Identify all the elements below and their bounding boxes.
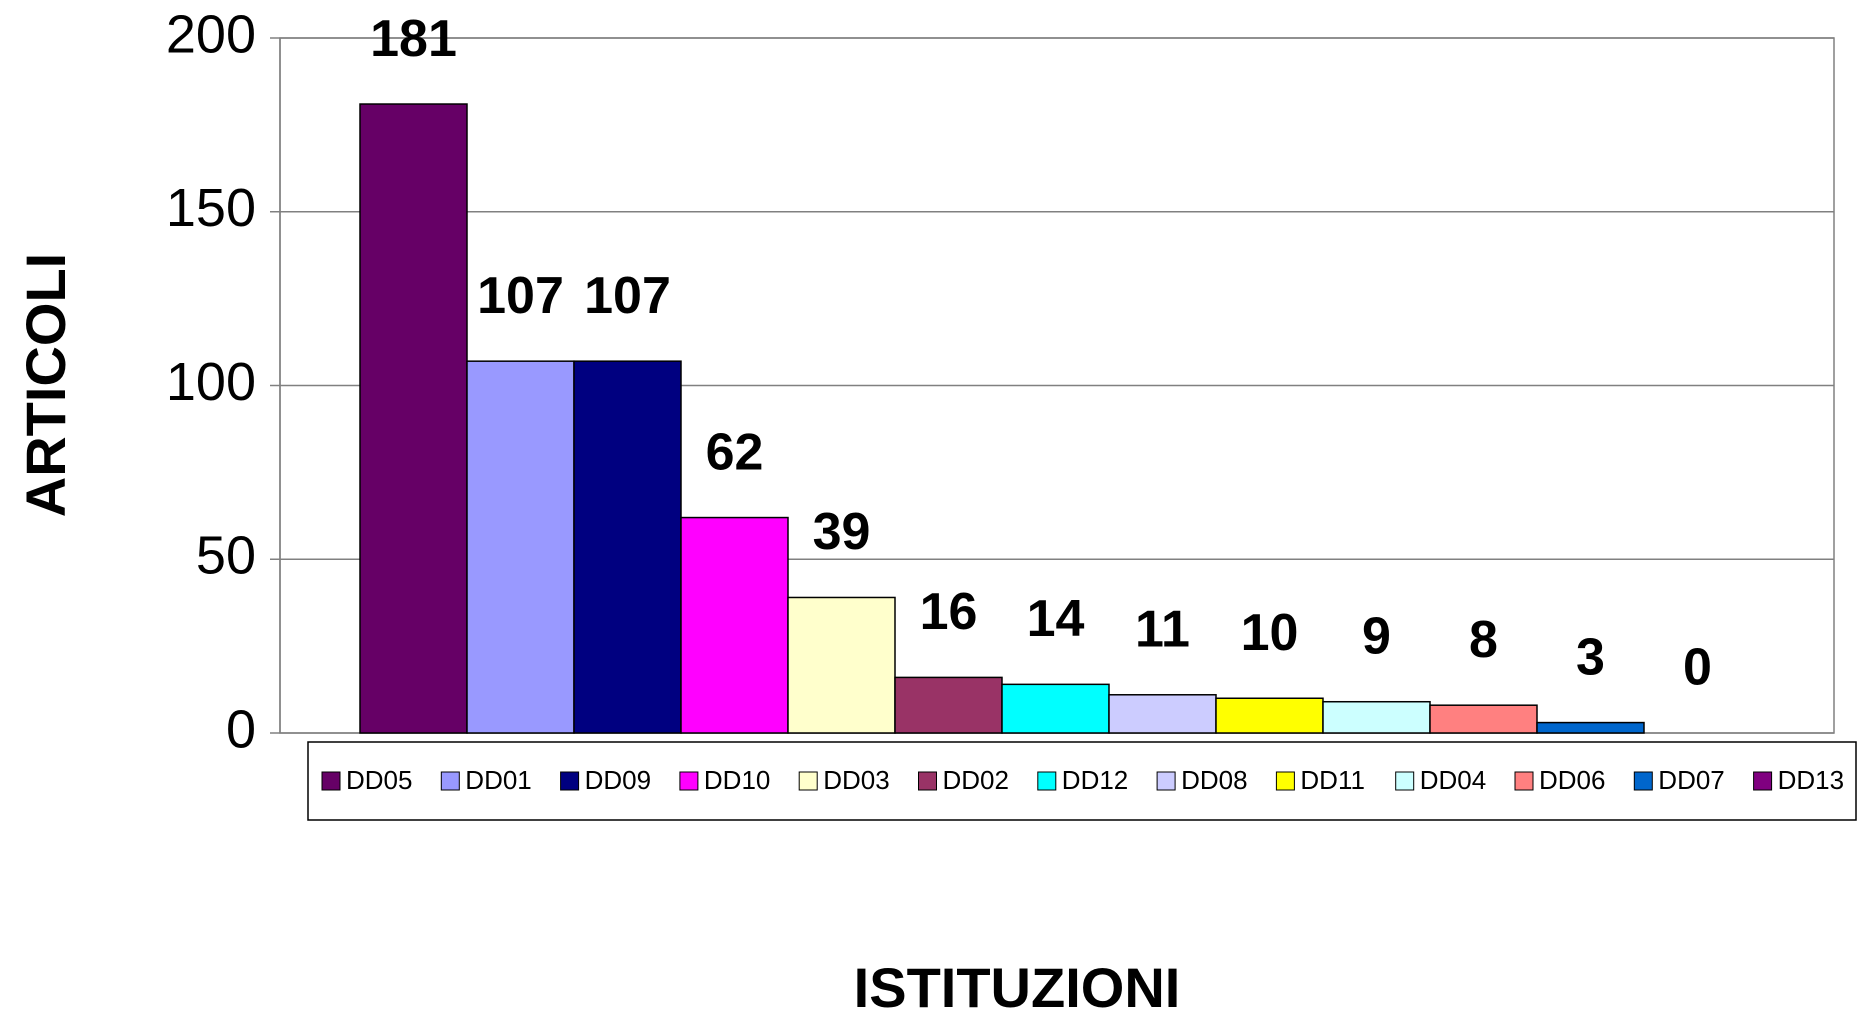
legend-swatch [1156,771,1176,791]
bar [1108,694,1217,734]
legend-label: DD13 [1778,765,1844,795]
bar [787,596,896,734]
bar [1001,683,1110,734]
bar [1429,704,1538,734]
data-label: 3 [1576,628,1605,686]
legend-swatch [440,771,460,791]
legend-swatch [1275,771,1295,791]
legend-label: DD06 [1539,765,1605,795]
bar [1215,697,1324,734]
y-tick-label: 0 [226,699,256,759]
legend-label: DD05 [346,765,412,795]
x-axis-label: ISTITUZIONI [854,956,1181,1019]
legend-swatch [798,771,818,791]
legend-swatch [560,771,580,791]
legend-swatch [918,771,937,791]
data-label: 181 [370,10,457,68]
bar [466,360,575,734]
bar [573,360,682,734]
data-label: 14 [1027,590,1085,648]
legend-label: DD04 [1420,765,1486,795]
legend-label: DD09 [585,765,651,795]
legend-label: DD07 [1658,765,1724,795]
bar [680,516,789,734]
data-label: 9 [1362,607,1391,665]
legend-swatch [1633,771,1653,791]
legend-label: DD02 [943,765,1009,795]
bar [359,103,468,734]
y-tick-label: 100 [166,352,256,412]
legend-swatch [321,771,341,791]
data-label: 8 [1469,611,1498,669]
y-tick-label: 200 [166,4,256,64]
bar [894,676,1003,734]
y-tick-label: 50 [196,526,256,586]
data-label: 16 [920,583,978,641]
legend-label: DD10 [704,765,770,795]
legend-label: DD03 [823,765,889,795]
y-tick-label: 150 [166,178,256,238]
legend-label: DD11 [1300,765,1365,795]
legend-label: DD08 [1181,765,1247,795]
legend-swatch [1753,771,1773,791]
bar [1536,721,1645,734]
data-label: 62 [706,423,764,481]
legend-swatch [1395,771,1415,791]
data-label: 0 [1683,639,1712,697]
data-label: 10 [1241,604,1299,662]
data-label: 11 [1135,601,1190,659]
legend-swatch [679,771,699,791]
bar [1322,700,1431,734]
legend-label: DD12 [1062,765,1128,795]
legend-swatch [1514,771,1534,791]
y-axis-label: ARTICOLI [14,253,77,517]
legend-label: DD01 [465,765,531,795]
legend-swatch [1037,771,1057,791]
data-label: 107 [477,267,564,325]
data-label: 39 [813,503,871,561]
data-label: 107 [584,267,671,325]
